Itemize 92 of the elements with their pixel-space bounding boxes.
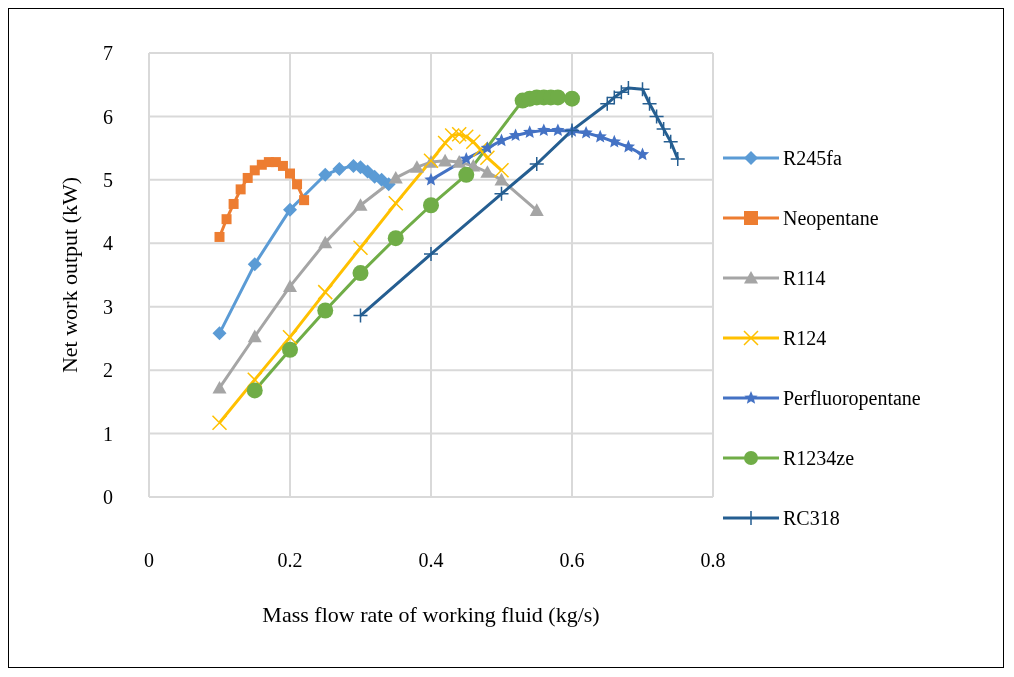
y-axis-title: Net work output (kW) xyxy=(56,176,82,374)
point xyxy=(551,123,565,137)
point xyxy=(352,239,369,256)
point xyxy=(480,165,495,178)
point xyxy=(523,125,537,138)
point xyxy=(529,156,545,172)
point xyxy=(564,90,580,107)
point xyxy=(317,284,333,300)
y-tick-label: 2 xyxy=(103,359,113,382)
point xyxy=(387,230,404,247)
point xyxy=(282,329,298,345)
point xyxy=(459,151,473,165)
point xyxy=(493,186,510,202)
point xyxy=(494,172,509,186)
point xyxy=(388,195,404,212)
point xyxy=(318,235,333,249)
point xyxy=(409,160,424,173)
point xyxy=(353,198,368,211)
point xyxy=(318,167,333,182)
point xyxy=(452,155,467,168)
point xyxy=(648,108,665,125)
y-tick-label: 5 xyxy=(103,168,113,191)
x-tick-label: 0.6 xyxy=(559,549,585,572)
point xyxy=(228,198,239,209)
point xyxy=(292,179,303,190)
point xyxy=(388,170,403,184)
point xyxy=(529,203,544,216)
point xyxy=(641,95,658,112)
point xyxy=(214,231,225,242)
point xyxy=(299,195,310,206)
point xyxy=(458,166,475,183)
point xyxy=(635,147,650,161)
point xyxy=(599,95,615,112)
point xyxy=(480,141,495,154)
point xyxy=(607,134,621,148)
point xyxy=(235,184,246,195)
point xyxy=(317,302,334,319)
y-tick-label: 7 xyxy=(103,42,113,65)
point xyxy=(247,257,262,272)
point xyxy=(620,80,637,96)
point xyxy=(247,371,263,388)
point xyxy=(283,279,297,293)
y-tick-label: 0 xyxy=(103,486,113,509)
legend-label: RC318 xyxy=(783,506,840,530)
point xyxy=(352,265,369,282)
legend-label: R124 xyxy=(783,326,827,350)
point xyxy=(285,168,295,179)
point xyxy=(465,134,482,150)
point xyxy=(458,128,474,145)
legend-label: Neopentane xyxy=(783,206,879,230)
point xyxy=(246,382,263,399)
point xyxy=(479,149,496,166)
legend-label: R245fa xyxy=(783,146,842,170)
point xyxy=(212,326,227,341)
point xyxy=(613,84,630,101)
point xyxy=(444,127,460,144)
point xyxy=(282,341,298,358)
point xyxy=(451,126,467,142)
x-tick-label: 0.2 xyxy=(277,549,303,572)
point xyxy=(424,172,438,186)
point xyxy=(621,139,636,153)
point xyxy=(655,121,672,137)
x-tick-label: 0.4 xyxy=(418,549,444,572)
point xyxy=(242,172,253,183)
point xyxy=(332,162,347,177)
legend-label: R114 xyxy=(783,266,826,290)
point xyxy=(283,202,297,217)
point xyxy=(423,197,439,214)
point xyxy=(221,214,232,225)
point xyxy=(212,380,227,394)
point xyxy=(211,415,228,431)
point xyxy=(277,160,288,171)
point xyxy=(493,162,510,179)
point xyxy=(352,307,369,324)
y-tick-label: 1 xyxy=(103,422,113,445)
point xyxy=(670,151,686,167)
y-tick-label: 3 xyxy=(103,295,113,318)
x-tick-label: 0 xyxy=(144,549,154,572)
point xyxy=(662,134,679,150)
point xyxy=(438,153,453,167)
point xyxy=(579,125,593,139)
point xyxy=(606,89,623,106)
y-tick-label: 6 xyxy=(103,105,113,128)
x-tick-label: 0.8 xyxy=(700,549,726,572)
y-tick-label: 4 xyxy=(103,232,113,255)
x-axis-title: Mass flow rate of working fluid (kg/s) xyxy=(262,602,600,627)
point xyxy=(423,246,439,262)
legend-label: R1234ze xyxy=(783,446,855,470)
point xyxy=(437,135,453,151)
legend-label: Perfluoropentane xyxy=(783,386,921,410)
point xyxy=(247,329,262,343)
point xyxy=(537,123,551,137)
